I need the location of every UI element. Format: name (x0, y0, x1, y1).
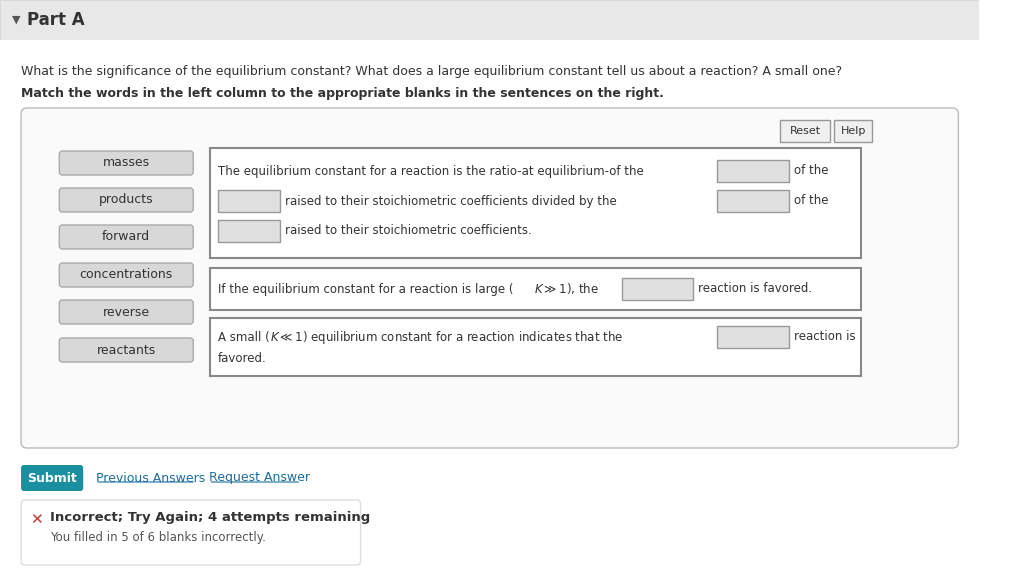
Text: $K \ll 1$) equilibrium constant for a reaction indicates that the: $K \ll 1$) equilibrium constant for a re… (269, 328, 623, 346)
FancyBboxPatch shape (22, 465, 83, 491)
Text: of the: of the (794, 195, 828, 207)
FancyBboxPatch shape (210, 268, 861, 310)
FancyBboxPatch shape (59, 338, 194, 362)
Text: reactants: reactants (96, 343, 156, 357)
Text: Help: Help (841, 126, 866, 136)
FancyBboxPatch shape (59, 151, 194, 175)
FancyBboxPatch shape (59, 188, 194, 212)
Text: reaction is: reaction is (794, 331, 855, 343)
Text: What is the significance of the equilibrium constant? What does a large equilibr: What is the significance of the equilibr… (22, 66, 842, 78)
Text: You filled in 5 of 6 blanks incorrectly.: You filled in 5 of 6 blanks incorrectly. (50, 530, 265, 544)
Text: favored.: favored. (218, 351, 267, 365)
FancyBboxPatch shape (59, 300, 194, 324)
Text: raised to their stoichiometric coefficients divided by the: raised to their stoichiometric coefficie… (285, 195, 616, 207)
Text: Submit: Submit (27, 472, 77, 484)
Text: reaction is favored.: reaction is favored. (698, 282, 812, 295)
FancyBboxPatch shape (718, 160, 790, 182)
Text: Part A: Part A (27, 11, 84, 29)
FancyBboxPatch shape (59, 263, 194, 287)
FancyBboxPatch shape (218, 190, 281, 212)
Text: ▼: ▼ (11, 15, 20, 25)
Text: raised to their stoichiometric coefficients.: raised to their stoichiometric coefficie… (285, 225, 531, 237)
FancyBboxPatch shape (622, 278, 693, 300)
Text: Previous Answers: Previous Answers (95, 472, 205, 484)
Text: reverse: reverse (102, 305, 150, 319)
Text: products: products (99, 194, 154, 207)
FancyBboxPatch shape (218, 220, 281, 242)
Text: ✕: ✕ (30, 513, 43, 528)
FancyBboxPatch shape (22, 500, 360, 565)
Text: If the equilibrium constant for a reaction is large (: If the equilibrium constant for a reacti… (218, 282, 514, 295)
Text: $K \gg 1$), the: $K \gg 1$), the (534, 282, 598, 297)
Text: Reset: Reset (790, 126, 821, 136)
FancyBboxPatch shape (210, 148, 861, 258)
FancyBboxPatch shape (210, 318, 861, 376)
Text: concentrations: concentrations (80, 268, 173, 282)
FancyBboxPatch shape (0, 40, 979, 576)
FancyBboxPatch shape (780, 120, 830, 142)
FancyBboxPatch shape (0, 0, 979, 40)
FancyBboxPatch shape (718, 190, 790, 212)
Text: forward: forward (102, 230, 151, 244)
FancyBboxPatch shape (22, 108, 958, 448)
FancyBboxPatch shape (59, 225, 194, 249)
Text: Incorrect; Try Again; 4 attempts remaining: Incorrect; Try Again; 4 attempts remaini… (50, 511, 370, 525)
Text: A small (: A small ( (218, 331, 270, 343)
Text: Request Answer: Request Answer (209, 472, 309, 484)
Text: Match the words in the left column to the appropriate blanks in the sentences on: Match the words in the left column to th… (22, 86, 664, 100)
FancyBboxPatch shape (834, 120, 872, 142)
Text: The equilibrium constant for a reaction is the ratio-at equilibrium-of the: The equilibrium constant for a reaction … (218, 165, 644, 177)
Text: masses: masses (102, 157, 150, 169)
FancyBboxPatch shape (718, 326, 790, 348)
Text: of the: of the (794, 165, 828, 177)
